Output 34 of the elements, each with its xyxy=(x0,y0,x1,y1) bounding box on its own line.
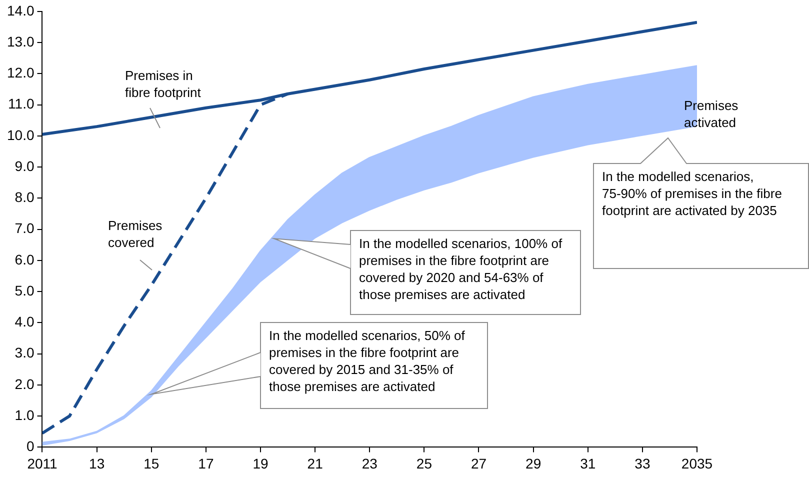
x-tick-label: 17 xyxy=(198,455,214,472)
text: Premises activated xyxy=(684,98,739,130)
x-tick-label: 31 xyxy=(580,455,596,472)
series-label: Premises covered xyxy=(108,218,163,250)
x-tick-label: 2011 xyxy=(27,455,58,472)
y-tick-label: 13.0 xyxy=(7,33,34,50)
x-tick-label: 19 xyxy=(252,455,268,472)
x-tick-label: 29 xyxy=(526,455,542,472)
y-tick-label: 4.0 xyxy=(14,314,34,330)
y-tick-label: 6.0 xyxy=(14,251,34,268)
series-label: Premises in fibre footprint xyxy=(125,68,202,100)
y-tick-label: 11.0 xyxy=(8,96,34,112)
x-tick-label: 2035 xyxy=(681,455,713,472)
y-tick-label: 2.0 xyxy=(14,376,34,392)
x-tick-label: 13 xyxy=(89,455,105,472)
annotation: In the modelled scenarios, 50% of premises in the fibre footprint are covered by 2015 and 31-35% of those premises are activated xyxy=(269,328,466,394)
y-tick-label: 14.0 xyxy=(7,2,34,18)
x-tick-label: 23 xyxy=(362,455,378,472)
y-tick-label: 9.0 xyxy=(14,158,34,174)
annotation: In the modelled scenarios, 100% of premises in the fibre footprint are covered by 2020 and 54-63% of those premises are activated xyxy=(359,236,562,302)
x-tick-label: 27 xyxy=(470,455,487,472)
y-tick-label: 7.0 xyxy=(14,220,34,236)
y-tick-label: 0 xyxy=(26,438,34,454)
y-tick-label: 1.0 xyxy=(14,406,34,423)
y-tick-label: 8.0 xyxy=(14,189,34,206)
y-tick-label: 12.0 xyxy=(7,64,34,81)
annotation: In the modelled scenarios, 75-90% of premises in the fibre footprint are activated by 2035 xyxy=(602,169,782,218)
y-tick-label: 3.0 xyxy=(14,344,34,361)
x-tick-label: 15 xyxy=(144,455,160,472)
x-tick-label: 25 xyxy=(416,455,432,472)
x-tick-label: 33 xyxy=(634,455,650,472)
y-tick-label: 5.0 xyxy=(14,282,34,298)
x-tick-label: 21 xyxy=(307,455,324,472)
y-tick-label: 10.0 xyxy=(7,126,34,143)
